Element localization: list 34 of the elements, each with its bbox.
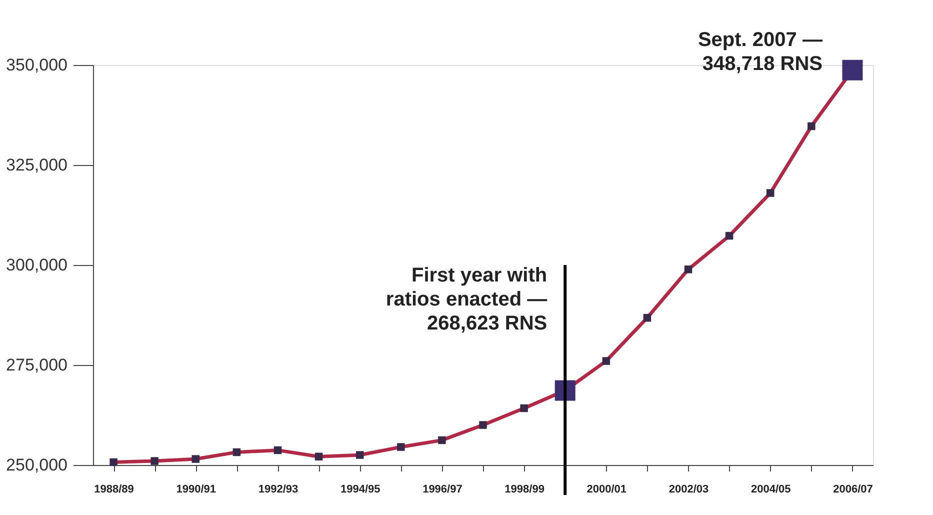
x-tick-label: 1992/93	[258, 484, 298, 496]
y-tick-label: 250,000	[6, 456, 68, 474]
x-tick-label: 2002/03	[668, 484, 709, 496]
point	[397, 443, 405, 451]
point	[438, 436, 446, 444]
x-tick-label: 1998/99	[504, 484, 544, 496]
x-tick-label: 2006/07	[833, 484, 873, 496]
point	[808, 122, 816, 130]
y-tick-label: 300,000	[6, 256, 68, 274]
point	[684, 266, 692, 274]
point	[520, 404, 528, 412]
y-tick-label: 350,000	[6, 56, 68, 74]
point	[232, 448, 241, 456]
x-tick-label: 2004/05	[750, 484, 791, 496]
y-tick-label: 275,000	[6, 356, 68, 374]
point	[766, 189, 774, 197]
point	[356, 451, 364, 459]
point	[643, 314, 652, 322]
point	[274, 446, 282, 454]
x-tick-label: 1988/89	[94, 484, 134, 496]
annotation: Sept. 2007 — 348,718 RNS	[698, 29, 822, 76]
point	[602, 357, 610, 365]
x-tick-label: 1996/97	[422, 484, 462, 496]
x-tick-label: 1994/95	[340, 484, 380, 496]
point	[110, 458, 118, 466]
x-tick-label: 1990/91	[176, 484, 216, 496]
point	[192, 455, 200, 463]
point	[314, 452, 323, 460]
point	[150, 457, 158, 465]
x-tick-label: 2000/01	[586, 484, 627, 496]
y-tick-label: 325,000	[6, 156, 68, 174]
annotation: First year with ratios enacted — 268,623 RNS	[386, 264, 548, 335]
point	[479, 421, 487, 429]
point	[725, 232, 734, 240]
